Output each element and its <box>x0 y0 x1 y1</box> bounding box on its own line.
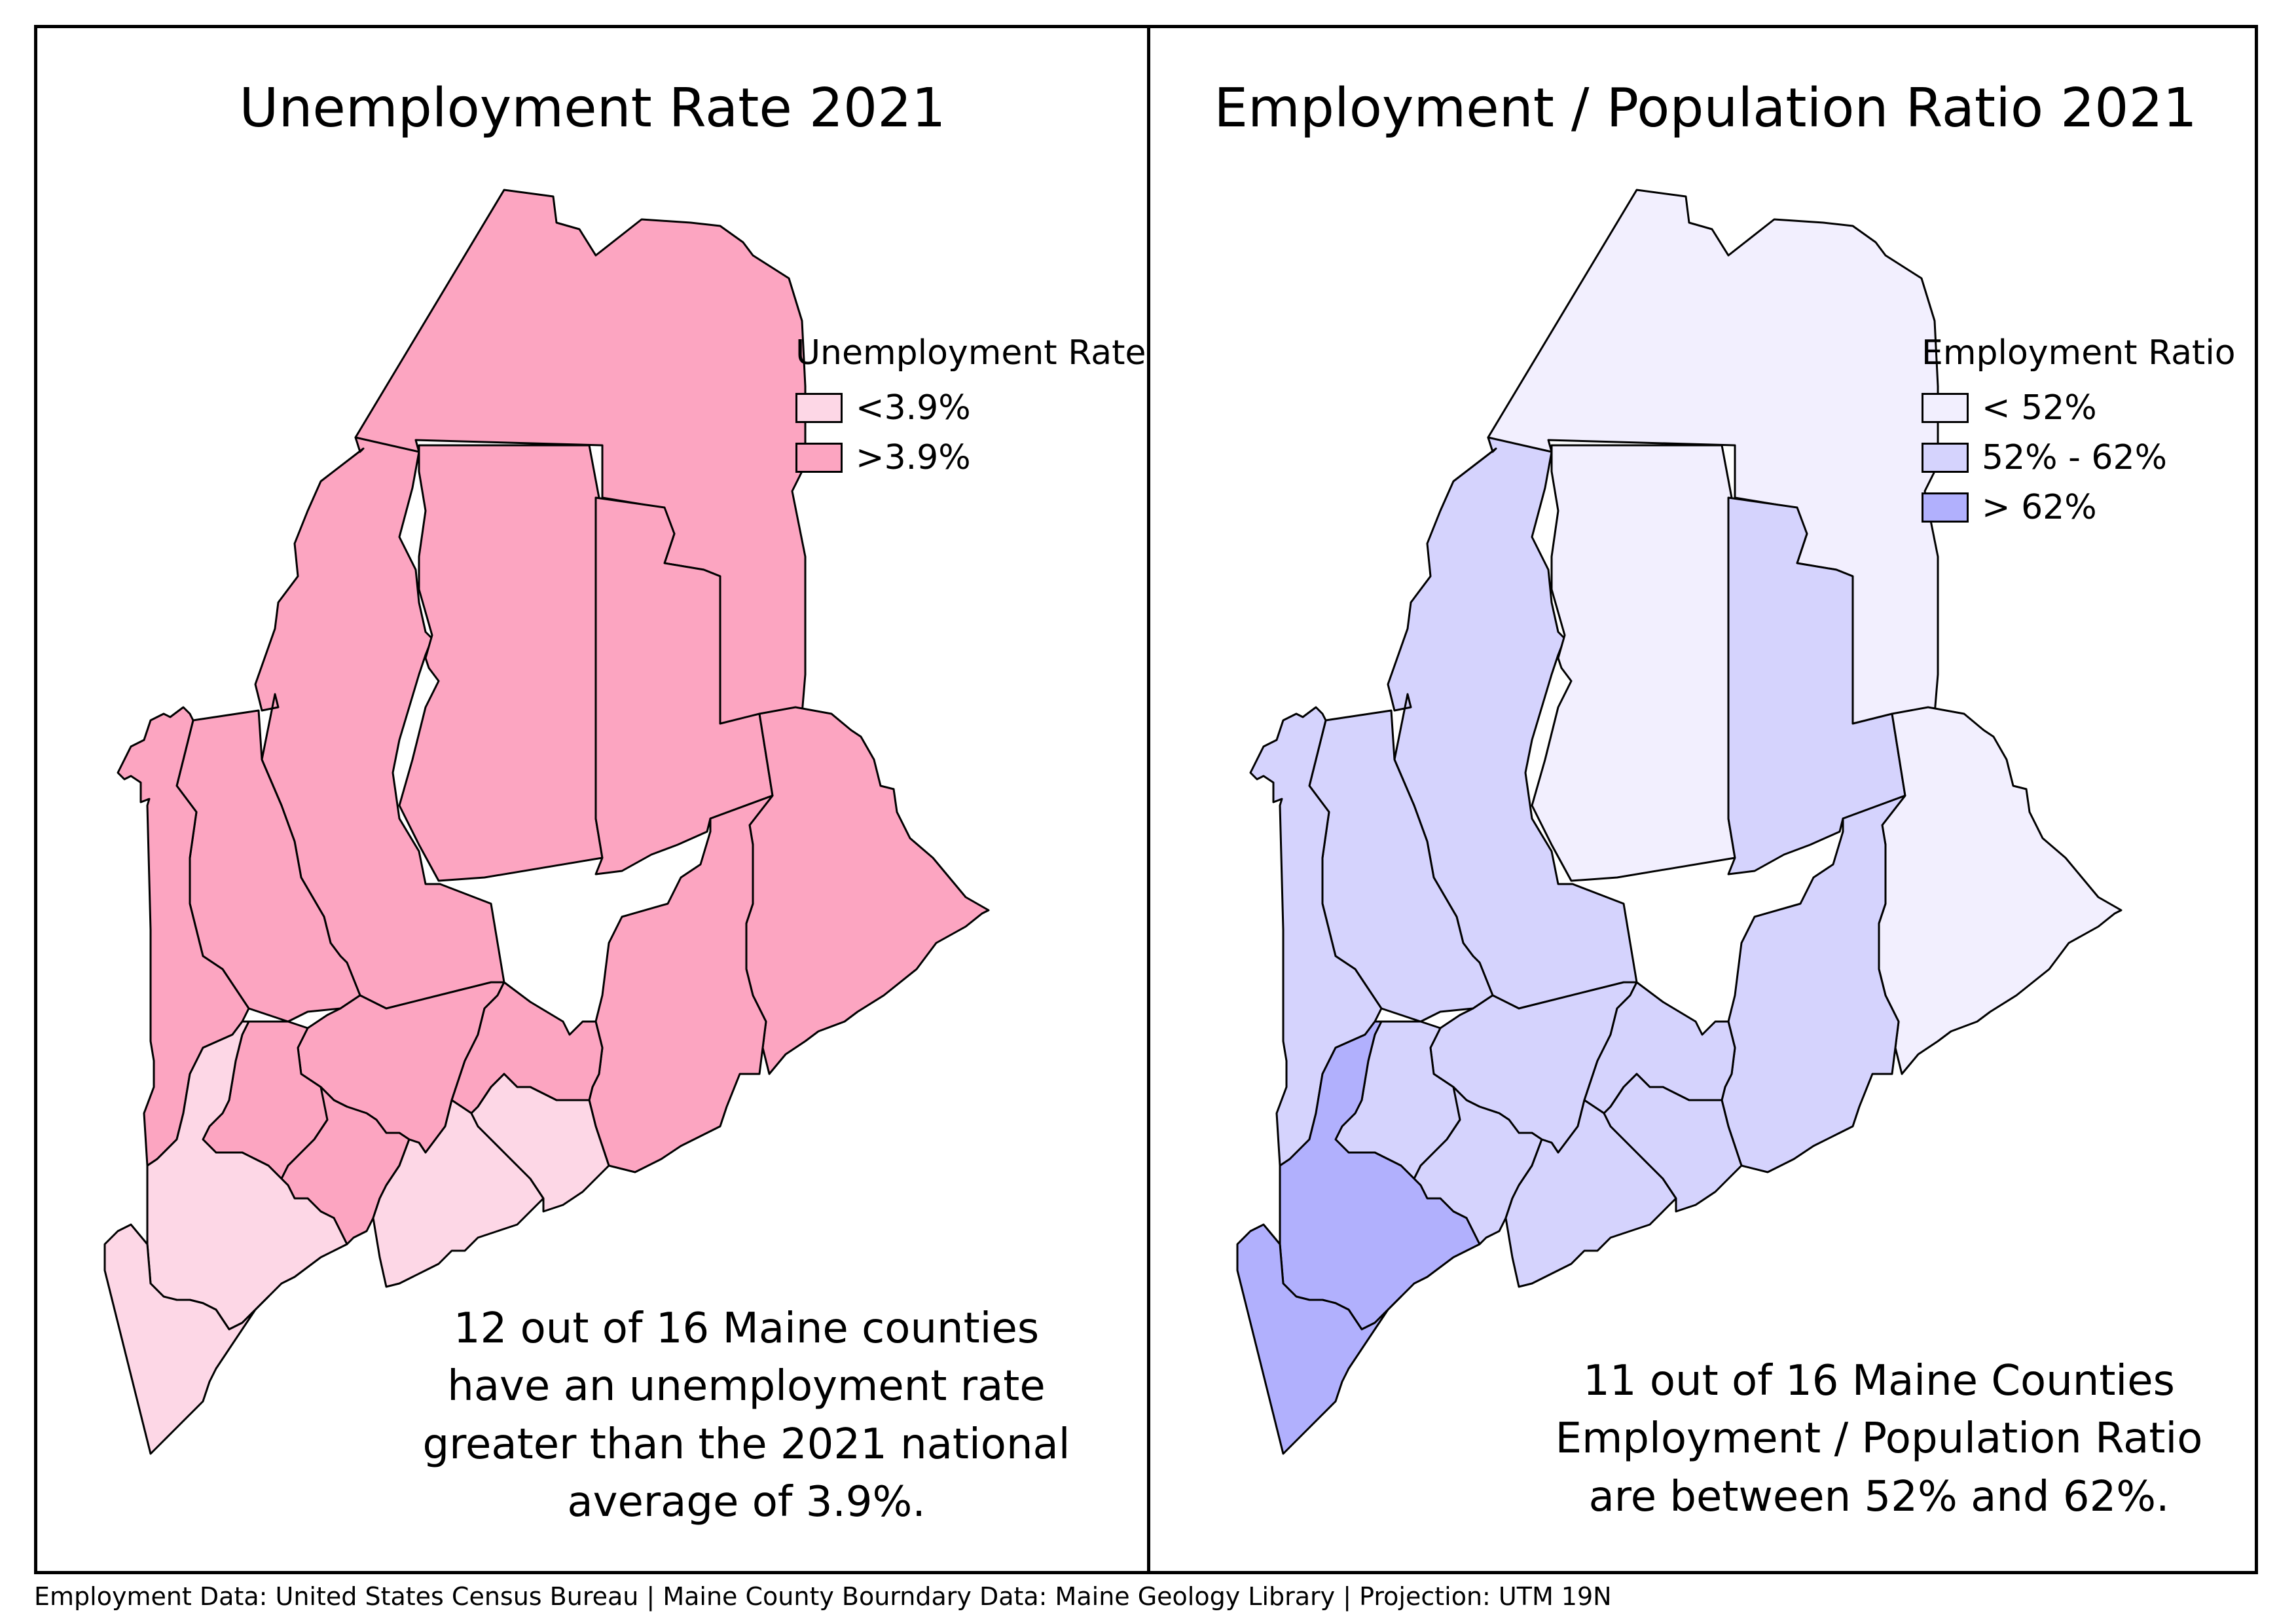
county-oxford <box>1249 706 1383 1167</box>
legend-swatch <box>1922 492 1969 523</box>
county-hancock <box>1721 794 1906 1173</box>
legend-item: >3.9% <box>795 433 1146 483</box>
right-map-title: Employment / Population Ratio 2021 <box>1214 77 2197 139</box>
county-lincoln <box>372 1099 545 1288</box>
county-piscataquis <box>1531 444 1736 882</box>
legend-label: 52% - 62% <box>1982 438 2167 477</box>
county-lincoln <box>1504 1099 1677 1288</box>
caption-line: Employment / Population Ratio <box>1555 1414 2203 1464</box>
legend-label: > 62% <box>1982 488 2097 527</box>
county-piscataquis <box>398 444 604 882</box>
left-map-title: Unemployment Rate 2021 <box>239 77 946 139</box>
county-washington <box>1878 706 2123 1075</box>
county-york <box>1236 1223 1402 1455</box>
panel-divider <box>1147 25 1150 1574</box>
caption-line: 12 out of 16 Maine counties <box>453 1304 1040 1353</box>
legend-label: <3.9% <box>856 388 971 428</box>
legend-swatch <box>1922 393 1969 423</box>
county-york <box>103 1223 270 1455</box>
employment-ratio-legend: Employment Ratio < 52% 52% - 62% > 62% <box>1922 336 2236 532</box>
legend-item: <3.9% <box>795 383 1146 433</box>
caption-line: 11 out of 16 Maine Counties <box>1583 1357 2175 1405</box>
unemployment-map <box>103 189 990 1455</box>
legend-title: Unemployment Rate <box>795 333 1146 373</box>
county-oxford <box>117 706 250 1167</box>
legend-item: < 52% <box>1922 383 2236 433</box>
employment-ratio-map <box>1236 189 2123 1455</box>
legend-item: 52% - 62% <box>1922 433 2236 483</box>
caption-line: average of 3.9%. <box>567 1477 926 1526</box>
source-footer: Employment Data: United States Census Bu… <box>34 1582 1612 1611</box>
caption-line: greater than the 2021 national <box>422 1420 1070 1469</box>
legend-swatch <box>1922 443 1969 473</box>
legend-item: > 62% <box>1922 483 2236 532</box>
caption-line: have an unemployment rate <box>447 1362 1046 1411</box>
right-caption: 11 out of 16 Maine Counties Employment /… <box>1499 1352 2259 1526</box>
legend-swatch <box>795 393 843 423</box>
county-washington <box>745 706 990 1075</box>
county-penobscot <box>594 496 774 876</box>
county-knox <box>470 1073 610 1213</box>
legend-label: >3.9% <box>856 438 971 477</box>
county-penobscot <box>1727 496 1906 876</box>
left-caption: 12 out of 16 Maine counties have an unem… <box>367 1300 1126 1531</box>
county-knox <box>1603 1073 1743 1213</box>
legend-label: < 52% <box>1982 388 2097 428</box>
unemployment-legend: Unemployment Rate <3.9% >3.9% <box>795 336 1146 483</box>
county-hancock <box>588 794 774 1173</box>
map-layout-frame <box>34 25 2258 1574</box>
legend-swatch <box>795 443 843 473</box>
legend-title: Employment Ratio <box>1922 333 2236 373</box>
caption-line: are between 52% and 62%. <box>1588 1472 2170 1521</box>
